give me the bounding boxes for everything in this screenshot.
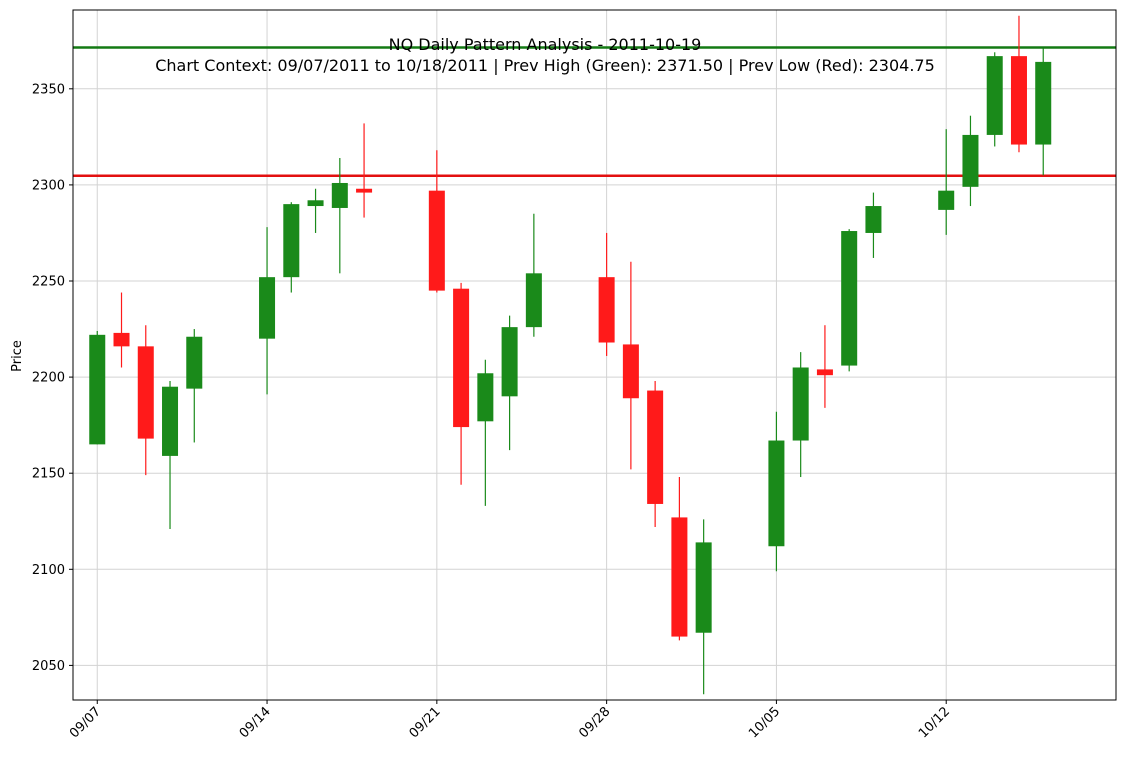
y-tick-label: 2150 bbox=[32, 467, 65, 482]
candle-up bbox=[1035, 48, 1052, 176]
x-tick-label: 10/05 bbox=[746, 704, 783, 741]
x-tick-label: 09/21 bbox=[407, 704, 444, 741]
candle-up bbox=[768, 411, 785, 572]
candle-body bbox=[962, 134, 979, 187]
candle-body bbox=[647, 390, 664, 504]
candle-up bbox=[331, 157, 348, 274]
candle-body bbox=[841, 231, 858, 366]
candle-body bbox=[307, 200, 324, 207]
chart-title: NQ Daily Pattern Analysis - 2011-10-19 bbox=[389, 35, 702, 54]
candle-down bbox=[356, 123, 373, 218]
reference-lines bbox=[73, 46, 1116, 178]
candle-down bbox=[816, 325, 833, 408]
candle-body bbox=[598, 277, 615, 343]
candle-body bbox=[113, 332, 130, 347]
candle-up bbox=[525, 213, 542, 337]
grid-layer bbox=[73, 10, 1116, 700]
candle-up bbox=[865, 192, 882, 258]
candle-body bbox=[477, 373, 494, 422]
candle-down bbox=[113, 292, 130, 368]
candle-up bbox=[986, 52, 1003, 147]
candle-body bbox=[162, 386, 179, 456]
candle-up bbox=[792, 352, 809, 478]
candle-up bbox=[962, 115, 979, 207]
x-tick-label: 09/28 bbox=[576, 704, 613, 741]
candle-body bbox=[986, 56, 1003, 135]
candle-up bbox=[938, 129, 955, 235]
candle-body bbox=[1035, 61, 1052, 145]
candle-up bbox=[501, 315, 518, 451]
candle-body bbox=[671, 517, 688, 637]
candle-body bbox=[1010, 56, 1027, 145]
x-tick-label: 10/12 bbox=[916, 704, 953, 741]
y-tick-label: 2100 bbox=[32, 563, 65, 578]
y-axis-label: Price bbox=[10, 340, 25, 372]
candle-up bbox=[307, 188, 324, 233]
candle-body bbox=[792, 367, 809, 441]
candle-down bbox=[647, 380, 664, 528]
candle-body bbox=[938, 190, 955, 210]
candle-body bbox=[137, 346, 154, 439]
candles bbox=[89, 15, 1052, 695]
candle-body bbox=[331, 182, 348, 208]
y-tick-label: 2350 bbox=[32, 82, 65, 97]
candle-down bbox=[598, 232, 615, 356]
candle-down bbox=[622, 261, 639, 470]
candle-body bbox=[865, 206, 882, 233]
candle-down bbox=[1010, 15, 1027, 153]
y-tick-label: 2200 bbox=[32, 371, 65, 386]
candle-down bbox=[453, 282, 470, 485]
candle-body bbox=[283, 204, 300, 278]
candle-up bbox=[283, 202, 300, 293]
x-axis: 09/07 09/14 09/21 09/28 10/05 10/12 bbox=[67, 700, 953, 741]
candle-up bbox=[89, 330, 106, 445]
candle-up bbox=[695, 519, 712, 695]
candle-body bbox=[428, 190, 445, 291]
y-tick-label: 2250 bbox=[32, 275, 65, 290]
candle-down bbox=[671, 477, 688, 641]
candle-body bbox=[453, 288, 470, 428]
candle-body bbox=[501, 327, 518, 397]
candle-up bbox=[841, 229, 858, 372]
candle-body bbox=[525, 273, 542, 328]
y-tick-label: 2050 bbox=[32, 659, 65, 674]
candle-down bbox=[428, 150, 445, 293]
candle-body bbox=[622, 344, 639, 399]
candle-up bbox=[162, 380, 179, 529]
candle-body bbox=[89, 334, 106, 445]
candle-body bbox=[259, 277, 276, 339]
candle-body bbox=[695, 542, 712, 633]
candle-up bbox=[186, 329, 203, 443]
candle-up bbox=[477, 359, 494, 506]
candle-body bbox=[816, 369, 833, 376]
candle-down bbox=[137, 325, 154, 476]
x-tick-label: 09/07 bbox=[67, 704, 104, 741]
candle-body bbox=[768, 440, 785, 547]
plot-frame bbox=[72, 9, 1117, 701]
candle-up bbox=[259, 227, 276, 395]
candle-body bbox=[186, 336, 203, 389]
y-tick-label: 2300 bbox=[32, 178, 65, 193]
y-axis: 2050 2100 2150 2200 2250 2300 2350 bbox=[32, 82, 73, 674]
candle-body bbox=[356, 188, 373, 193]
x-tick-label: 09/14 bbox=[237, 704, 274, 741]
chart-subtitle: Chart Context: 09/07/2011 to 10/18/2011 … bbox=[155, 56, 935, 75]
